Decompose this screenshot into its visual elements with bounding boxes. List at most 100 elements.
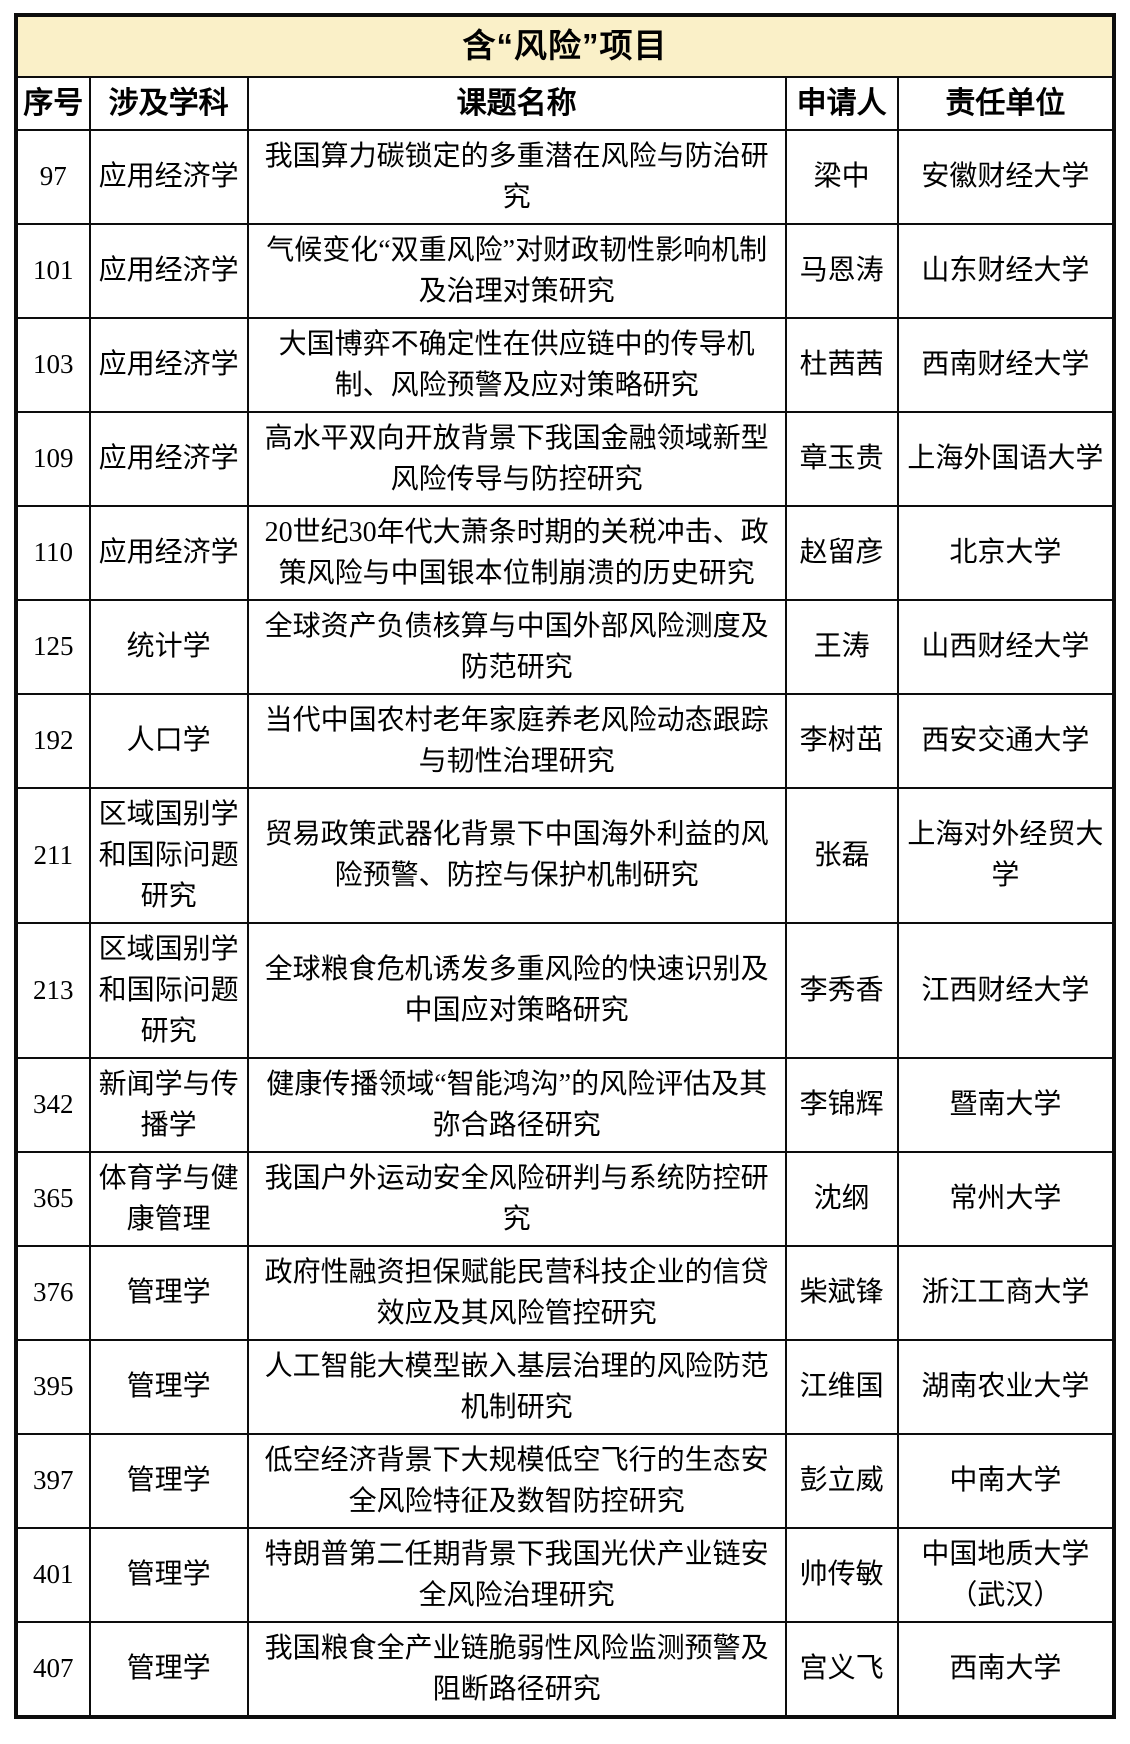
project-title-cell: 我国粮食全产业链脆弱性风险监测预警及阻断路径研究 — [246, 1620, 787, 1718]
institution-cell: 西南大学 — [896, 1620, 1116, 1718]
table-row: 407 管理学 我国粮食全产业链脆弱性风险监测预警及阻断路径研究 宫义飞 西南大… — [15, 1620, 1116, 1718]
row-number-cell: 192 — [15, 692, 91, 789]
row-number-cell: 365 — [15, 1150, 91, 1247]
row-number-cell: 109 — [15, 410, 91, 507]
institution-cell: 江西财经大学 — [896, 921, 1116, 1059]
applicant-cell: 张磊 — [784, 786, 899, 924]
institution-cell: 山西财经大学 — [896, 598, 1116, 695]
risk-projects-table: 含“风险”项目 序号 涉及学科 课题名称 申请人 责任单位 97 应用经济学 我… — [14, 13, 1116, 1719]
table-title: 含“风险”项目 — [15, 14, 1115, 78]
discipline-cell: 管理学 — [88, 1526, 249, 1623]
table-row: 192 人口学 当代中国农村老年家庭养老风险动态跟踪与韧性治理研究 李树茁 西安… — [15, 692, 1116, 789]
applicant-cell: 赵留彦 — [784, 504, 899, 601]
column-header-institution: 责任单位 — [896, 75, 1116, 131]
applicant-cell: 江维国 — [784, 1338, 899, 1435]
row-number-cell: 101 — [15, 222, 91, 319]
project-title-cell: 我国算力碳锁定的多重潜在风险与防治研究 — [246, 128, 787, 225]
table-row: 103 应用经济学 大国博弈不确定性在供应链中的传导机制、风险预警及应对策略研究… — [15, 316, 1116, 413]
project-title-cell: 政府性融资担保赋能民营科技企业的信贷效应及其风险管控研究 — [246, 1244, 787, 1341]
table-row: 97 应用经济学 我国算力碳锁定的多重潜在风险与防治研究 梁中 安徽财经大学 — [15, 128, 1116, 225]
discipline-cell: 区域国别学和国际问题研究 — [88, 786, 249, 924]
row-number-cell: 213 — [15, 921, 91, 1059]
row-number-cell: 407 — [15, 1620, 91, 1718]
project-title-cell: 全球粮食危机诱发多重风险的快速识别及中国应对策略研究 — [246, 921, 787, 1059]
discipline-cell: 统计学 — [88, 598, 249, 695]
project-title-cell: 20世纪30年代大萧条时期的关税冲击、政策风险与中国银本位制崩溃的历史研究 — [246, 504, 787, 601]
row-number-cell: 110 — [15, 504, 91, 601]
discipline-cell: 管理学 — [88, 1244, 249, 1341]
project-title-cell: 低空经济背景下大规模低空飞行的生态安全风险特征及数智防控研究 — [246, 1432, 787, 1529]
applicant-cell: 王涛 — [784, 598, 899, 695]
applicant-cell: 宫义飞 — [784, 1620, 899, 1718]
institution-cell: 上海外国语大学 — [896, 410, 1116, 507]
institution-cell: 西南财经大学 — [896, 316, 1116, 413]
project-title-cell: 气候变化“双重风险”对财政韧性影响机制及治理对策研究 — [246, 222, 787, 319]
applicant-cell: 杜茜茜 — [784, 316, 899, 413]
discipline-cell: 应用经济学 — [88, 410, 249, 507]
table-row: 125 统计学 全球资产负债核算与中国外部风险测度及防范研究 王涛 山西财经大学 — [15, 598, 1116, 695]
column-header-discipline: 涉及学科 — [88, 75, 249, 131]
table-row: 395 管理学 人工智能大模型嵌入基层治理的风险防范机制研究 江维国 湖南农业大… — [15, 1338, 1116, 1435]
row-number-cell: 125 — [15, 598, 91, 695]
applicant-cell: 李秀香 — [784, 921, 899, 1059]
discipline-cell: 管理学 — [88, 1620, 249, 1718]
discipline-cell: 应用经济学 — [88, 222, 249, 319]
applicant-cell: 李树茁 — [784, 692, 899, 789]
project-title-cell: 我国户外运动安全风险研判与系统防控研究 — [246, 1150, 787, 1247]
institution-cell: 暨南大学 — [896, 1056, 1116, 1153]
row-number-cell: 97 — [15, 128, 91, 225]
row-number-cell: 103 — [15, 316, 91, 413]
institution-cell: 北京大学 — [896, 504, 1116, 601]
table-row: 110 应用经济学 20世纪30年代大萧条时期的关税冲击、政策风险与中国银本位制… — [15, 504, 1116, 601]
discipline-cell: 管理学 — [88, 1432, 249, 1529]
row-number-cell: 397 — [15, 1432, 91, 1529]
institution-cell: 浙江工商大学 — [896, 1244, 1116, 1341]
institution-cell: 湖南农业大学 — [896, 1338, 1116, 1435]
column-header-applicant: 申请人 — [784, 75, 899, 131]
applicant-cell: 沈纲 — [784, 1150, 899, 1247]
discipline-cell: 区域国别学和国际问题研究 — [88, 921, 249, 1059]
column-header-no: 序号 — [15, 75, 91, 131]
institution-cell: 西安交通大学 — [896, 692, 1116, 789]
table-row: 342 新闻学与传播学 健康传播领域“智能鸿沟”的风险评估及其弥合路径研究 李锦… — [15, 1056, 1116, 1153]
project-title-cell: 健康传播领域“智能鸿沟”的风险评估及其弥合路径研究 — [246, 1056, 787, 1153]
table-row: 101 应用经济学 气候变化“双重风险”对财政韧性影响机制及治理对策研究 马恩涛… — [15, 222, 1116, 319]
table-row: 109 应用经济学 高水平双向开放背景下我国金融领域新型风险传导与防控研究 章玉… — [15, 410, 1116, 507]
institution-cell: 中国地质大学（武汉） — [896, 1526, 1116, 1623]
discipline-cell: 体育学与健康管理 — [88, 1150, 249, 1247]
row-number-cell: 376 — [15, 1244, 91, 1341]
institution-cell: 山东财经大学 — [896, 222, 1116, 319]
table-body: 97 应用经济学 我国算力碳锁定的多重潜在风险与防治研究 梁中 安徽财经大学 1… — [15, 128, 1116, 1718]
table-header-row: 序号 涉及学科 课题名称 申请人 责任单位 — [15, 75, 1116, 131]
applicant-cell: 章玉贵 — [784, 410, 899, 507]
project-title-cell: 当代中国农村老年家庭养老风险动态跟踪与韧性治理研究 — [246, 692, 787, 789]
row-number-cell: 342 — [15, 1056, 91, 1153]
institution-cell: 常州大学 — [896, 1150, 1116, 1247]
project-title-cell: 全球资产负债核算与中国外部风险测度及防范研究 — [246, 598, 787, 695]
table-row: 397 管理学 低空经济背景下大规模低空飞行的生态安全风险特征及数智防控研究 彭… — [15, 1432, 1116, 1529]
discipline-cell: 应用经济学 — [88, 504, 249, 601]
table-row: 211 区域国别学和国际问题研究 贸易政策武器化背景下中国海外利益的风险预警、防… — [15, 786, 1116, 924]
discipline-cell: 管理学 — [88, 1338, 249, 1435]
applicant-cell: 彭立威 — [784, 1432, 899, 1529]
project-title-cell: 高水平双向开放背景下我国金融领域新型风险传导与防控研究 — [246, 410, 787, 507]
discipline-cell: 新闻学与传播学 — [88, 1056, 249, 1153]
table-title-row: 含“风险”项目 — [15, 14, 1115, 78]
discipline-cell: 应用经济学 — [88, 316, 249, 413]
applicant-cell: 帅传敏 — [784, 1526, 899, 1623]
institution-cell: 安徽财经大学 — [896, 128, 1116, 225]
applicant-cell: 李锦辉 — [784, 1056, 899, 1153]
institution-cell: 上海对外经贸大学 — [896, 786, 1116, 924]
table-row: 213 区域国别学和国际问题研究 全球粮食危机诱发多重风险的快速识别及中国应对策… — [15, 921, 1116, 1059]
table-row: 365 体育学与健康管理 我国户外运动安全风险研判与系统防控研究 沈纲 常州大学 — [15, 1150, 1116, 1247]
applicant-cell: 柴斌锋 — [784, 1244, 899, 1341]
applicant-cell: 马恩涛 — [784, 222, 899, 319]
institution-cell: 中南大学 — [896, 1432, 1116, 1529]
row-number-cell: 395 — [15, 1338, 91, 1435]
table-row: 376 管理学 政府性融资担保赋能民营科技企业的信贷效应及其风险管控研究 柴斌锋… — [15, 1244, 1116, 1341]
column-header-project: 课题名称 — [246, 75, 787, 131]
row-number-cell: 401 — [15, 1526, 91, 1623]
project-title-cell: 特朗普第二任期背景下我国光伏产业链安全风险治理研究 — [246, 1526, 787, 1623]
applicant-cell: 梁中 — [784, 128, 899, 225]
